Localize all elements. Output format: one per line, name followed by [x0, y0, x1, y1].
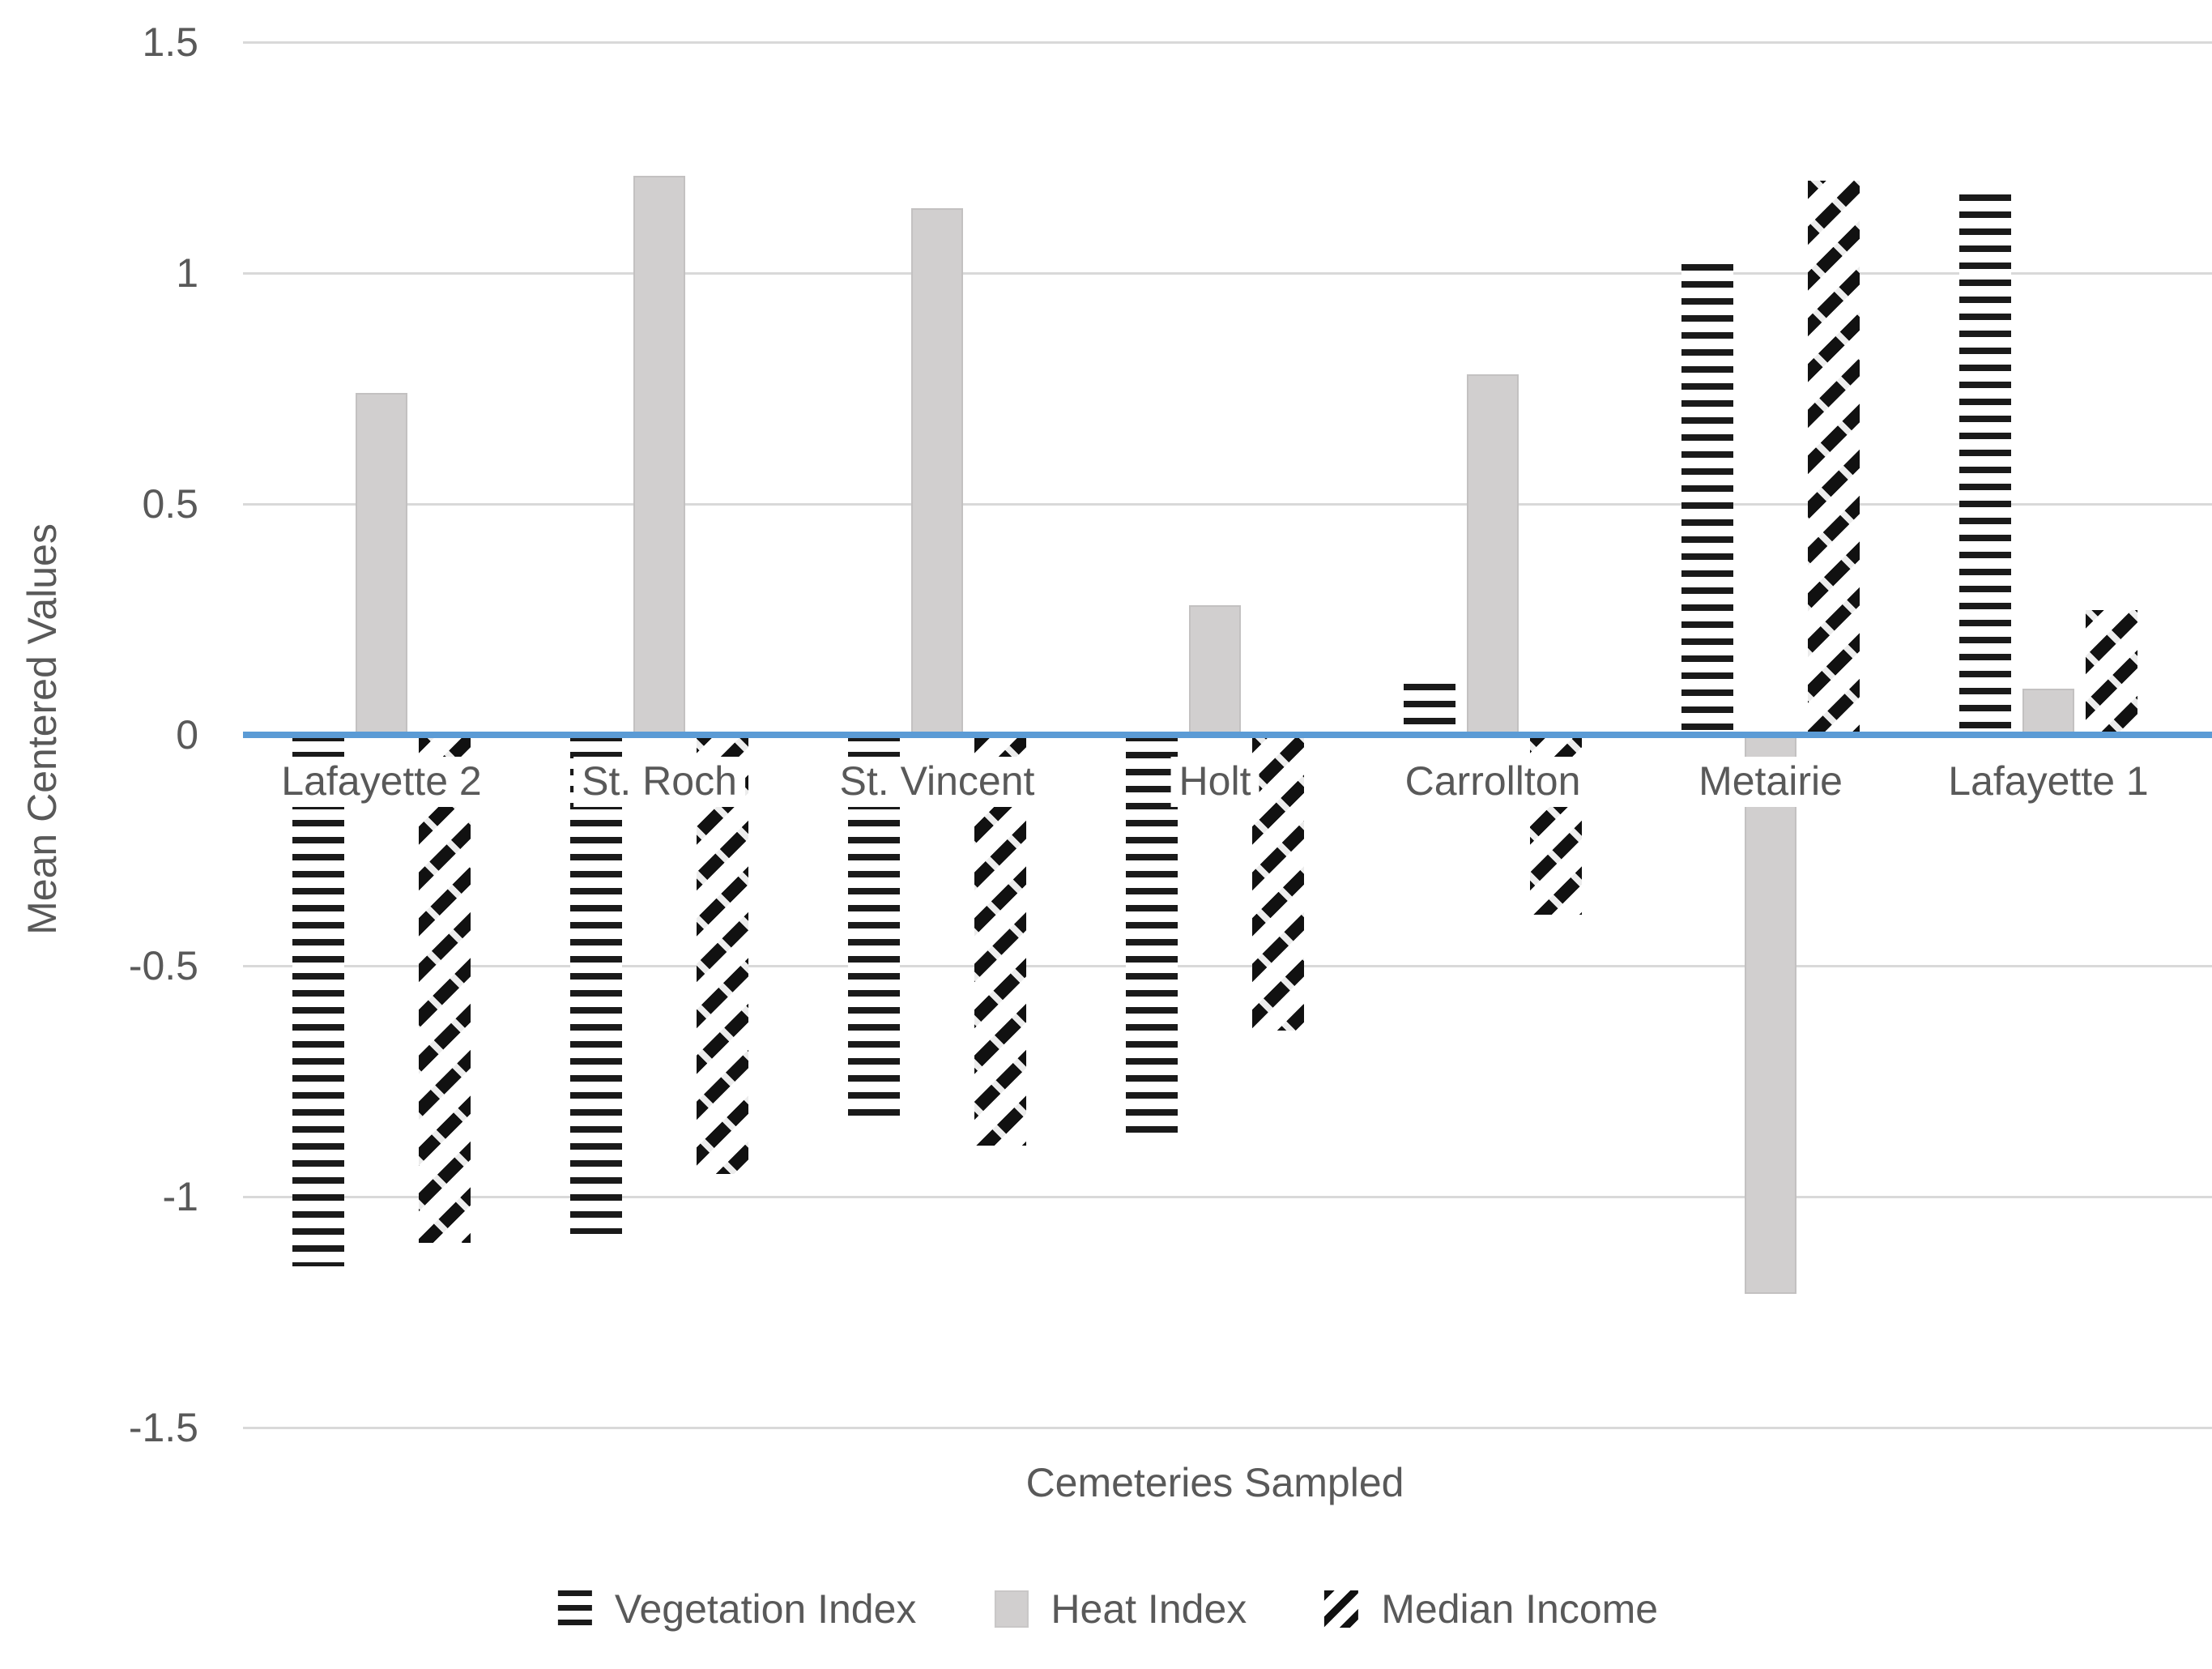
gridline-1: [243, 272, 2212, 275]
bar-median-income-5: [1808, 181, 1860, 735]
bar-median-income-0: [419, 735, 471, 1243]
x-category-label-0: Lafayette 2: [273, 757, 490, 807]
legend-item-vegetation-index: Vegetation Index: [557, 1586, 917, 1633]
gridline--0.5: [243, 965, 2212, 967]
bar-vegetation-index-5: [1681, 263, 1733, 735]
legend-swatch-diagonal-stripes-icon: [1324, 1590, 1359, 1628]
legend-label: Heat Index: [1051, 1586, 1247, 1632]
zero-axis-line: [243, 732, 2212, 738]
bar-heat-index-4: [1467, 374, 1519, 735]
gridline--1: [243, 1196, 2212, 1198]
y-tick-label-0.5: 0.5: [142, 481, 198, 527]
bar-median-income-1: [697, 735, 748, 1174]
y-axis-title: Mean Centered Values: [19, 523, 65, 935]
bar-heat-index-1: [633, 176, 685, 735]
bar-vegetation-index-1: [570, 735, 622, 1234]
legend-swatch-horizontal-stripes-icon: [557, 1590, 592, 1628]
legend-item-heat-index: Heat Index: [994, 1586, 1247, 1633]
y-tick-label-1: 1: [176, 250, 198, 296]
y-tick-label-1.5: 1.5: [142, 19, 198, 65]
legend-label: Vegetation Index: [614, 1586, 917, 1632]
gridline-1.5: [243, 41, 2212, 44]
legend-item-median-income: Median Income: [1324, 1586, 1658, 1633]
legend: Vegetation Index Heat Index Median Income: [557, 1586, 1658, 1633]
y-tick-label-0: 0: [176, 712, 198, 758]
bar-vegetation-index-0: [292, 735, 344, 1266]
x-category-label-5: Metairie: [1690, 757, 1851, 807]
bar-heat-index-0: [356, 393, 407, 735]
gridline--1.5: [243, 1427, 2212, 1429]
y-tick-label--1.5: -1.5: [128, 1405, 198, 1450]
bar-median-income-6: [2086, 610, 2137, 735]
bar-vegetation-index-6: [1959, 194, 2011, 735]
x-category-label-4: Carrollton: [1396, 757, 1589, 807]
x-axis-title: Cemeteries Sampled: [1025, 1460, 1404, 1505]
bar-heat-index-5: [1745, 735, 1796, 1294]
gridline-0.5: [243, 503, 2212, 506]
y-tick-label--0.5: -0.5: [128, 943, 198, 988]
x-category-label-2: St. Vincent: [831, 757, 1043, 807]
bar-heat-index-2: [911, 208, 963, 735]
bar-vegetation-index-3: [1126, 735, 1178, 1137]
x-category-label-3: Holt: [1170, 757, 1259, 807]
x-category-label-6: Lafayette 1: [1940, 757, 2157, 807]
y-tick-label--1: -1: [162, 1174, 198, 1219]
bar-heat-index-6: [2022, 689, 2074, 735]
bar-heat-index-3: [1189, 605, 1241, 735]
bar-median-income-3: [1252, 735, 1304, 1031]
bar-vegetation-index-4: [1404, 684, 1455, 735]
legend-swatch-solid-icon: [994, 1590, 1029, 1628]
x-category-label-1: St. Roch: [573, 757, 745, 807]
legend-label: Median Income: [1381, 1586, 1659, 1632]
